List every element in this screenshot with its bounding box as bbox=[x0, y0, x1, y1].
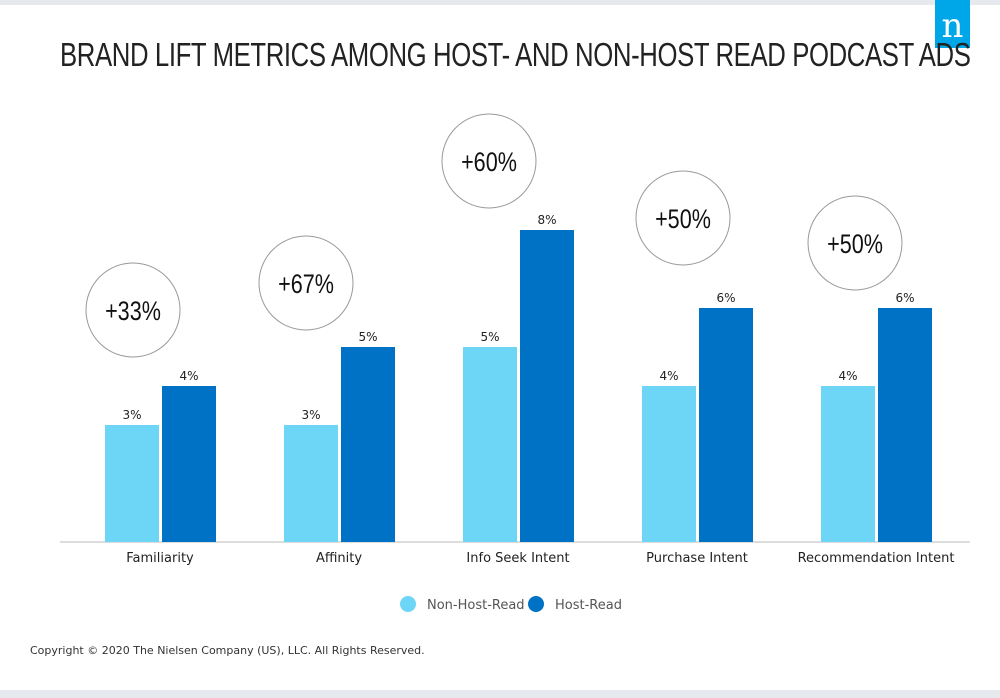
data-label: 3% bbox=[122, 408, 141, 422]
legend-marker bbox=[528, 596, 544, 612]
data-label: 4% bbox=[659, 369, 678, 383]
top-bar bbox=[0, 0, 1000, 5]
category-label: Info Seek Intent bbox=[466, 551, 569, 566]
category-label: Familiarity bbox=[126, 551, 194, 566]
bar-host-read bbox=[341, 347, 395, 542]
data-label: 6% bbox=[895, 291, 914, 305]
bar-non-host-read bbox=[105, 425, 159, 542]
bar-non-host-read bbox=[463, 347, 517, 542]
data-label: 5% bbox=[358, 330, 377, 344]
lift-annotation: +60% bbox=[461, 148, 517, 178]
bar-host-read bbox=[162, 386, 216, 542]
data-label: 4% bbox=[179, 369, 198, 383]
bottom-bar bbox=[0, 690, 1000, 698]
bar-non-host-read bbox=[284, 425, 338, 542]
bar-host-read bbox=[878, 308, 932, 542]
data-label: 5% bbox=[480, 330, 499, 344]
lift-circle bbox=[258, 235, 354, 331]
lift-annotation: +50% bbox=[827, 230, 883, 260]
bar-non-host-read bbox=[821, 386, 875, 542]
data-label: 6% bbox=[716, 291, 735, 305]
nielsen-logo: n bbox=[935, 0, 970, 48]
category-label: Purchase Intent bbox=[646, 551, 748, 566]
lift-circle bbox=[441, 113, 537, 209]
lift-annotation: +67% bbox=[278, 270, 334, 300]
lift-annotation: +33% bbox=[105, 297, 161, 327]
copyright: Copyright © 2020 The Nielsen Company (US… bbox=[30, 644, 425, 657]
legend-label: Non-Host-Read bbox=[427, 598, 525, 613]
bar-host-read bbox=[520, 230, 574, 542]
category-label: Affinity bbox=[316, 551, 362, 566]
lift-circle bbox=[807, 195, 903, 291]
data-label: 8% bbox=[537, 213, 556, 227]
lift-annotation: +50% bbox=[655, 205, 711, 235]
category-label: Recommendation Intent bbox=[798, 551, 955, 566]
chart-title: BRAND LIFT METRICS AMONG HOST- AND NON-H… bbox=[60, 36, 971, 73]
legend-marker bbox=[400, 596, 416, 612]
bar-non-host-read bbox=[642, 386, 696, 542]
bar-host-read bbox=[699, 308, 753, 542]
data-label: 4% bbox=[838, 369, 857, 383]
lift-circle bbox=[635, 170, 731, 266]
data-label: 3% bbox=[301, 408, 320, 422]
lift-circle bbox=[85, 262, 181, 358]
legend-label: Host-Read bbox=[555, 598, 622, 613]
